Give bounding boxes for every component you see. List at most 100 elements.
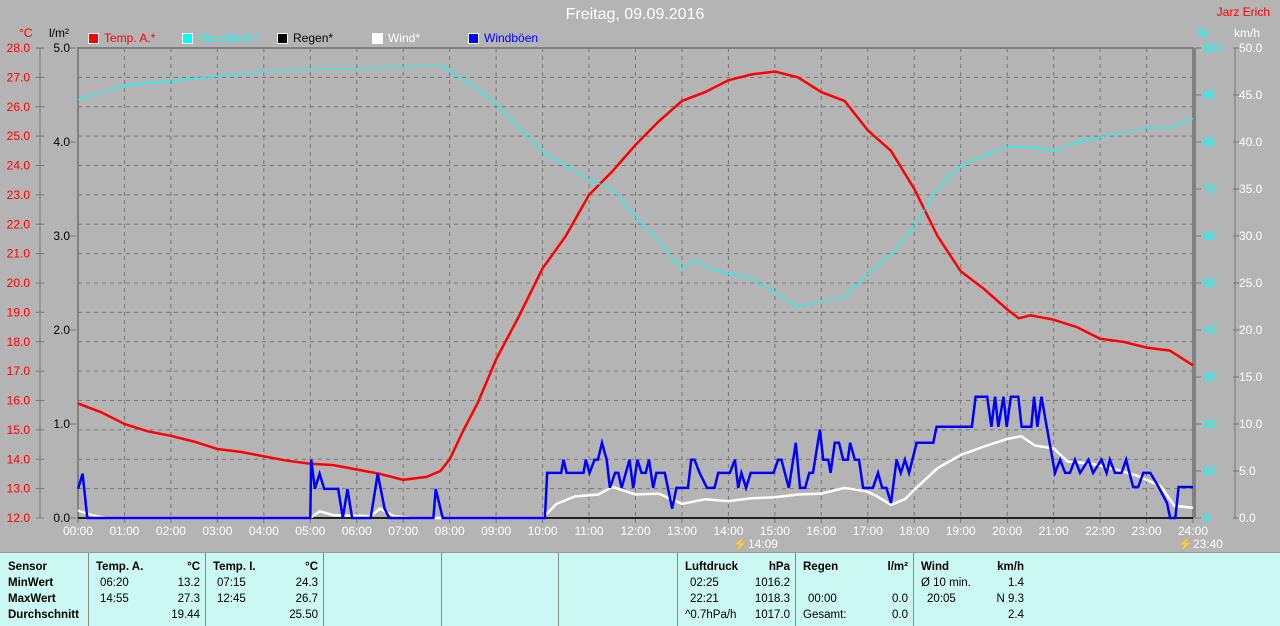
max-time: 12:45 — [217, 593, 246, 605]
grid — [78, 48, 1193, 518]
x-tick-label: 23:00 — [1132, 524, 1162, 538]
temp-tick-label: 17.0 — [7, 364, 31, 378]
legend-swatch — [182, 32, 193, 44]
avg-value: 1017.0 — [754, 609, 790, 621]
x-tick-label: 01:00 — [109, 524, 139, 538]
legend-item: Temp. A.* — [88, 31, 155, 45]
wind-tick-label: 10.0 — [1239, 417, 1263, 431]
wind-tick-label: 20.0 — [1239, 323, 1263, 337]
temp-tick-label: 21.0 — [7, 247, 31, 261]
min-value: 13.2 — [177, 577, 200, 589]
hum-tick-label: 40 — [1203, 323, 1217, 337]
axes: 28.0 27.0 26.0 25.0 24.0 23.0 22.0 21.0 20.0 19.0… — [7, 41, 1263, 538]
rain-unit: l/m² — [49, 26, 69, 40]
temp-tick-label: 24.0 — [7, 159, 31, 173]
temp-tick-label: 22.0 — [7, 217, 31, 231]
temp-tick-label: 16.0 — [7, 394, 31, 408]
header: Luftdruck — [685, 561, 739, 573]
event-marker-1: ⚡14:09 — [733, 537, 778, 551]
unit: km/h — [997, 561, 1024, 573]
rain-tick-label: 1.0 — [53, 417, 70, 431]
min-time: 07:15 — [217, 577, 246, 589]
lightning-icon: ⚡ — [1178, 537, 1193, 551]
temp-tick-label: 14.0 — [7, 452, 31, 466]
temp-tick-label: 12.0 — [7, 511, 31, 525]
value: 0.0 — [892, 593, 908, 605]
row-label-min: MinWert — [8, 577, 54, 589]
avg-value: 25.50 — [289, 609, 318, 621]
max-value: 27.3 — [177, 593, 200, 605]
author-label: Jarz Erich — [1216, 5, 1270, 19]
rain-tick-label: 3.0 — [53, 229, 70, 243]
legend-label: Wind* — [388, 31, 421, 45]
legend-item: Regen* — [277, 31, 333, 45]
rain-tick-label: 0.0 — [53, 511, 70, 525]
row-label-avg: Durchschnitt — [8, 609, 79, 621]
legend-swatch — [277, 32, 288, 44]
x-tick-label: 12:00 — [620, 524, 650, 538]
hum-tick-label: 0 — [1203, 511, 1210, 525]
series-line-1 — [77, 63, 1194, 308]
temp-tick-label: 26.0 — [7, 100, 31, 114]
rain-tick-label: 2.0 — [53, 323, 70, 337]
temp-tick-label: 19.0 — [7, 305, 31, 319]
max-value: 1018.3 — [754, 593, 790, 605]
header: Temp. A. — [96, 561, 144, 573]
temp-tick-label: 18.0 — [7, 335, 31, 349]
max-time: 22:21 — [690, 593, 719, 605]
temp-unit: °C — [19, 26, 33, 40]
total-label: Gesamt: — [803, 609, 847, 621]
event-marker-2: ⚡23:40 — [1178, 537, 1223, 551]
stats-col-pressure: Luftdruck hPa 02:25 1016.2 22:21 1018.3 … — [677, 553, 796, 626]
x-tick-label: 10:00 — [528, 524, 558, 538]
stats-col-wind: Wind km/h Ø 10 min. 1.4 20:05 N 9.3 2.4 — [913, 553, 1024, 626]
unit: l/m² — [887, 561, 908, 573]
series — [76, 63, 1194, 520]
wind-unit: km/h — [1234, 26, 1261, 40]
series-line-4 — [76, 395, 1193, 520]
wind-tick-label: 25.0 — [1239, 276, 1263, 290]
rain-tick-label: 5.0 — [53, 41, 70, 55]
min-time: 06:20 — [100, 577, 129, 589]
x-tick-label: 18:00 — [899, 524, 929, 538]
header: Regen — [803, 561, 839, 573]
trend: ^0.7hPa/h — [685, 609, 737, 621]
wind-tick-label: 15.0 — [1239, 370, 1263, 384]
header: Temp. I. — [213, 561, 256, 573]
temp-tick-label: 15.0 — [7, 423, 31, 437]
x-tick-label: 08:00 — [435, 524, 465, 538]
wind-tick-label: 30.0 — [1239, 229, 1263, 243]
avg-value: 19.44 — [171, 609, 200, 621]
chart-title: Freitag, 09.09.2016 — [565, 6, 705, 23]
x-tick-label: 15:00 — [760, 524, 790, 538]
weather-chart: 28.0 27.0 26.0 25.0 24.0 23.0 22.0 21.0 20.0 19.0… — [7, 41, 1263, 538]
x-tick-label: 04:00 — [249, 524, 279, 538]
max-time: 20:05 — [927, 593, 956, 605]
humidity-unit: % — [1197, 26, 1208, 40]
hum-tick-label: 70 — [1203, 182, 1217, 196]
max-time: 14:55 — [100, 593, 129, 605]
unit: °C — [187, 561, 200, 573]
header-sensor: Sensor — [8, 561, 47, 573]
temp-tick-label: 20.0 — [7, 276, 31, 290]
temp-tick-label: 13.0 — [7, 482, 31, 496]
wind-tick-label: 45.0 — [1239, 88, 1263, 102]
stats-panel: Sensor MinWert MaxWert Durchschnitt Temp… — [0, 552, 1280, 626]
header: Wind — [921, 561, 949, 573]
stats-col-temp-i: Temp. I. °C 07:15 24.3 12:45 26.7 25.50 — [205, 553, 324, 626]
min-value: 24.3 — [295, 577, 318, 589]
x-tick-label: 17:00 — [853, 524, 883, 538]
x-tick-label: 22:00 — [1085, 524, 1115, 538]
legend-item: Wind* — [372, 31, 420, 45]
min-value: 1016.2 — [754, 577, 790, 589]
hum-tick-label: 100 — [1203, 41, 1223, 55]
avg10-value: 1.4 — [1008, 577, 1024, 589]
hum-tick-label: 90 — [1203, 88, 1217, 102]
legend-label: Feuchte A.* — [198, 31, 261, 45]
temp-tick-label: 28.0 — [7, 41, 31, 55]
hum-tick-label: 30 — [1203, 370, 1217, 384]
x-tick-label: 13:00 — [667, 524, 697, 538]
x-tick-label: 06:00 — [342, 524, 372, 538]
stats-col-labels: Sensor MinWert MaxWert Durchschnitt — [0, 553, 88, 626]
hum-tick-label: 10 — [1203, 464, 1217, 478]
